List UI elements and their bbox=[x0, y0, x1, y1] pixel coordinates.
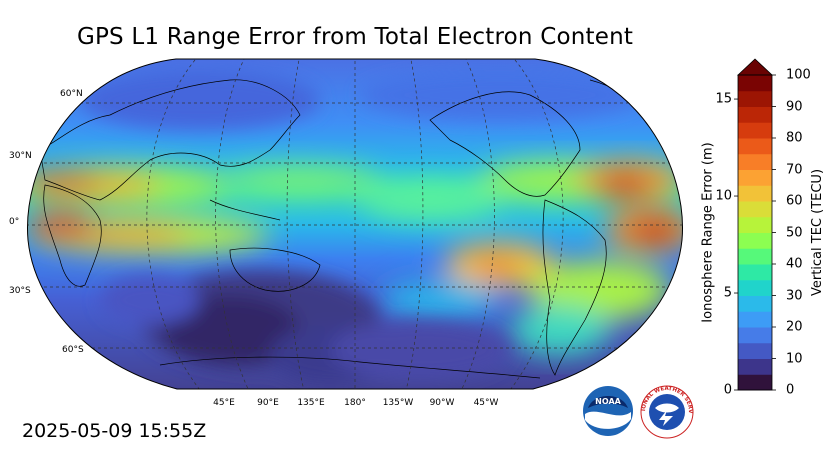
colorbar-segment bbox=[738, 311, 772, 328]
colorbar-segment bbox=[738, 248, 772, 265]
right-tick-label: 30 bbox=[786, 288, 803, 303]
colorbar-segment bbox=[738, 201, 772, 218]
right-tick-label: 60 bbox=[786, 193, 803, 209]
coastlines bbox=[39, 79, 656, 379]
lon-label-45w: 45°W bbox=[473, 398, 499, 408]
colorbar-segment bbox=[738, 122, 772, 139]
right-tick-label: 100 bbox=[786, 67, 811, 83]
lon-label-90e: 90°E bbox=[257, 398, 279, 408]
nws-logo: NATIONAL WEATHER SERVICE bbox=[637, 384, 694, 439]
colorbar-segment bbox=[738, 374, 772, 391]
colorbar-left-label: Ionosphere Range Error (m) bbox=[700, 142, 716, 323]
colorbar-segment bbox=[738, 90, 772, 107]
colorbar-segment bbox=[738, 185, 772, 202]
chart-title: GPS L1 Range Error from Total Electron C… bbox=[76, 24, 634, 50]
right-tick-label: 10 bbox=[786, 351, 803, 366]
left-tick-label: 15 bbox=[715, 91, 732, 107]
lon-label-90w: 90°W bbox=[429, 398, 455, 408]
colorbar-segment bbox=[738, 279, 772, 296]
lon-label-45e: 45°E bbox=[213, 398, 235, 408]
noaa-logo: NOAA bbox=[583, 386, 633, 436]
lat-label-0: 0° bbox=[9, 217, 20, 227]
colorbar-segment bbox=[738, 264, 772, 281]
lat-label-30s: 30°S bbox=[9, 286, 31, 296]
noaa-logo-text: NOAA bbox=[595, 397, 621, 406]
right-tick-label: 40 bbox=[786, 256, 803, 272]
right-tick-label: 20 bbox=[786, 319, 803, 335]
colorbar-segment bbox=[738, 138, 772, 155]
right-tick-label: 50 bbox=[786, 225, 803, 240]
colorbar-segment bbox=[738, 232, 772, 249]
colorbar-segment bbox=[738, 216, 772, 233]
colorbar-segment bbox=[738, 106, 772, 123]
colorbar bbox=[734, 58, 776, 391]
left-tick-label: 5 bbox=[723, 285, 732, 301]
colorbar-segment bbox=[738, 295, 772, 312]
right-tick-label: 80 bbox=[786, 130, 803, 146]
left-tick-label: 0 bbox=[723, 382, 732, 398]
lon-label-180: 180° bbox=[344, 398, 366, 408]
colorbar-segment bbox=[738, 169, 772, 186]
lon-label-135w: 135°W bbox=[382, 398, 414, 408]
colorbar-segment bbox=[738, 327, 772, 344]
colorbar-extend-arrow bbox=[736, 58, 774, 76]
lat-label-60n: 60°N bbox=[60, 89, 83, 99]
lat-label-60s: 60°S bbox=[62, 345, 84, 355]
right-tick-label: 70 bbox=[786, 162, 803, 177]
right-tick-label: 0 bbox=[786, 382, 795, 398]
colorbar-segment bbox=[738, 153, 772, 170]
left-tick-label: 10 bbox=[715, 188, 732, 204]
globe-outline bbox=[27, 58, 683, 390]
colorbar-right-label: Vertical TEC (TECU) bbox=[810, 168, 826, 297]
lon-label-135e: 135°E bbox=[297, 398, 325, 408]
lat-label-30n: 30°N bbox=[9, 151, 32, 161]
colorbar-segment bbox=[738, 358, 772, 375]
colorbar-segment bbox=[738, 75, 772, 92]
timestamp: 2025-05-09 15:55Z bbox=[22, 420, 207, 442]
colorbar-segment bbox=[738, 342, 772, 359]
right-tick-label: 90 bbox=[786, 99, 803, 114]
gridlines bbox=[27, 59, 683, 389]
